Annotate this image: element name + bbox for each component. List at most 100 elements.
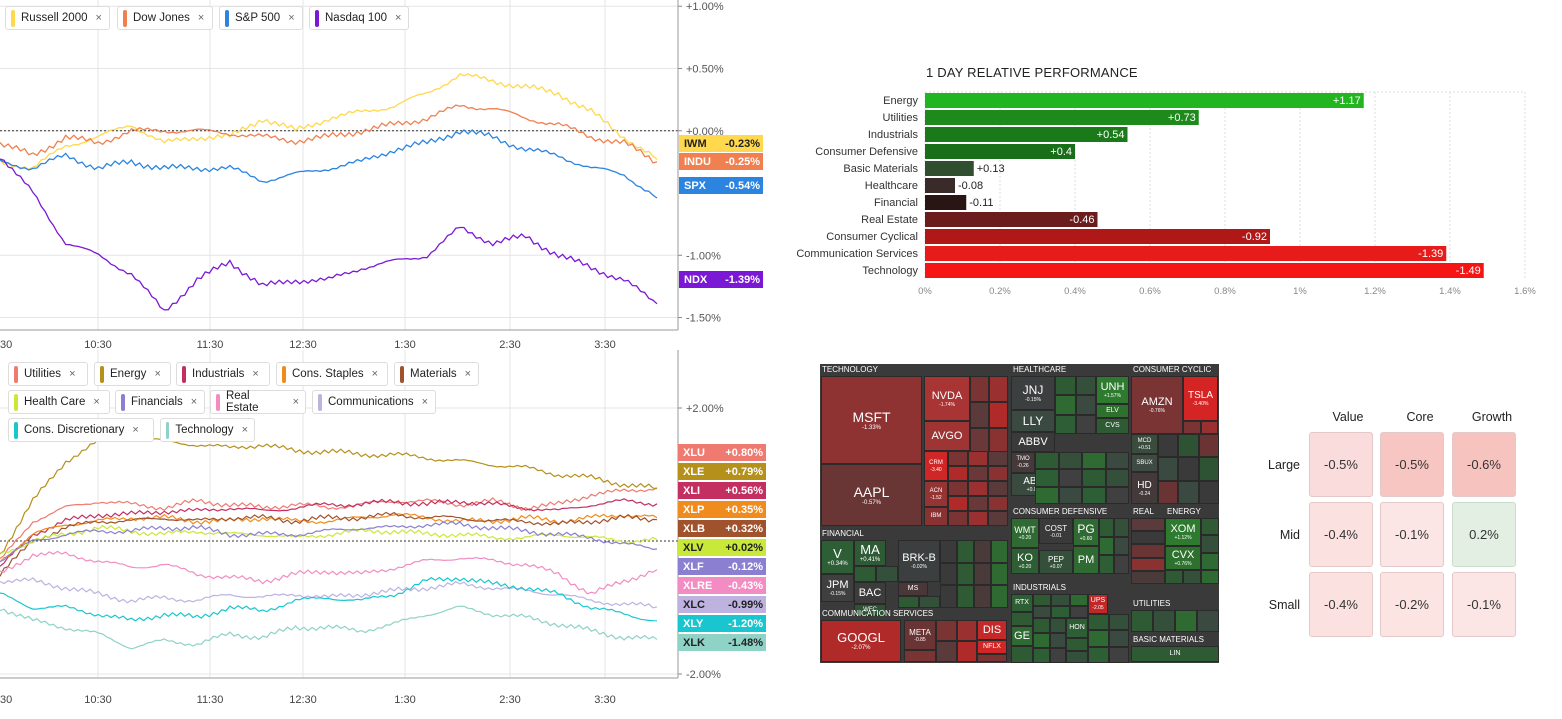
treemap-tile[interactable] — [1033, 618, 1050, 633]
treemap-tile[interactable] — [1131, 518, 1165, 532]
treemap-tile-brk-b[interactable]: BRK-B -0.02% — [898, 540, 940, 582]
treemap-tile-amzn[interactable]: AMZN -0.76% — [1131, 376, 1183, 434]
treemap-tile[interactable] — [977, 654, 1007, 662]
treemap-tile-ko[interactable]: KO +0.20 — [1011, 548, 1039, 574]
treemap-tile[interactable] — [1178, 480, 1199, 504]
treemap-tile[interactable] — [1114, 555, 1129, 574]
treemap-tile-v[interactable]: V +0.34% — [821, 540, 854, 574]
close-icon[interactable]: × — [95, 12, 102, 24]
legend-chip-cons-discretionary[interactable]: Cons. Discretionary × — [8, 418, 154, 442]
treemap-tile[interactable] — [940, 585, 957, 608]
treemap-tile[interactable] — [1158, 480, 1179, 504]
legend-chip-health-care[interactable]: Health Care × — [8, 390, 110, 414]
treemap-tile[interactable] — [1082, 486, 1106, 504]
treemap-tile[interactable] — [1105, 452, 1129, 470]
treemap-tile[interactable] — [1049, 648, 1066, 663]
close-icon[interactable]: × — [69, 368, 76, 380]
treemap-tile-nvda[interactable]: NVDA -1.74% — [924, 376, 970, 421]
treemap-tile[interactable] — [1099, 536, 1114, 556]
treemap-tile[interactable] — [876, 566, 898, 582]
treemap-tile-bac[interactable]: BAC — [854, 582, 886, 604]
close-icon[interactable]: × — [371, 368, 379, 380]
style-box-cell[interactable]: -0.2% — [1380, 572, 1444, 637]
treemap-tile[interactable] — [1131, 557, 1165, 571]
legend-chip-communications[interactable]: Communications × — [312, 390, 436, 414]
treemap-tile[interactable] — [1051, 594, 1070, 606]
treemap-tile[interactable] — [1099, 555, 1114, 574]
treemap-tile[interactable] — [1158, 457, 1179, 481]
treemap-tile[interactable] — [974, 585, 991, 608]
treemap-tile[interactable] — [1178, 457, 1199, 481]
treemap-tile-lly[interactable]: LLY — [1011, 410, 1055, 432]
close-icon[interactable]: × — [421, 396, 429, 408]
treemap-tile[interactable] — [940, 540, 957, 563]
close-icon[interactable]: × — [288, 12, 295, 24]
legend-chip-dow-jones[interactable]: Dow Jones × — [117, 6, 213, 30]
treemap-tile[interactable] — [898, 596, 919, 608]
treemap-tile-hon[interactable]: HON — [1066, 618, 1088, 638]
legend-chip-s-p-500[interactable]: S&P 500 × — [219, 6, 303, 30]
legend-chip-energy[interactable]: Energy × — [94, 362, 171, 386]
close-icon[interactable]: × — [93, 396, 100, 408]
style-box-cell[interactable]: -0.5% — [1380, 432, 1444, 497]
treemap-tile[interactable] — [1131, 610, 1153, 632]
treemap-tile[interactable] — [989, 402, 1008, 428]
treemap-tile-cvx[interactable]: CVX +0.76% — [1165, 546, 1201, 570]
treemap-tile[interactable] — [948, 496, 968, 511]
treemap-tile-elv[interactable]: ELV — [1096, 404, 1129, 418]
treemap-tile[interactable] — [1033, 606, 1052, 618]
treemap-tile-jpm[interactable]: JPM -0.15% — [821, 574, 854, 602]
treemap-tile[interactable] — [1075, 414, 1096, 434]
legend-chip-real-estate[interactable]: Real Estate × — [210, 390, 306, 414]
treemap-tile[interactable] — [936, 620, 957, 641]
treemap-tile[interactable] — [948, 466, 968, 481]
treemap-tile[interactable] — [1075, 395, 1096, 415]
treemap-tile[interactable] — [1198, 434, 1219, 458]
treemap-tile[interactable] — [1105, 469, 1129, 487]
treemap-tile-wfc[interactable]: WFC — [854, 604, 886, 616]
treemap-tile[interactable] — [1033, 594, 1052, 606]
treemap-tile[interactable] — [1108, 614, 1129, 631]
treemap-tile-jnj[interactable]: JNJ -0.15% — [1011, 376, 1055, 410]
treemap-tile-meta[interactable]: META -0.85 — [904, 620, 936, 650]
treemap-tile[interactable] — [1035, 469, 1059, 487]
treemap-tile[interactable] — [919, 596, 940, 608]
treemap-tile[interactable] — [1183, 421, 1201, 434]
treemap-tile-sbux[interactable]: SBUX — [1131, 454, 1158, 472]
treemap-tile[interactable] — [1033, 648, 1050, 663]
treemap-tile[interactable] — [988, 481, 1008, 496]
treemap-tile[interactable] — [1131, 531, 1165, 545]
treemap-tile[interactable] — [1201, 552, 1219, 570]
treemap-tile[interactable] — [968, 466, 988, 481]
style-box-cell[interactable]: -0.4% — [1309, 502, 1373, 567]
treemap-tile-pm[interactable]: PM — [1073, 546, 1099, 574]
close-icon[interactable]: × — [252, 368, 259, 380]
treemap-tile[interactable] — [1158, 434, 1179, 458]
treemap-tile-xom[interactable]: XOM +1.12% — [1165, 518, 1201, 546]
treemap-tile-abbv[interactable]: ABBV — [1011, 432, 1055, 452]
treemap-tile[interactable] — [1198, 480, 1219, 504]
treemap-tile-cost[interactable]: COST -0.01 — [1039, 518, 1073, 544]
treemap-tile[interactable] — [991, 585, 1008, 608]
treemap-tile-msft[interactable]: MSFT -1.33% — [821, 376, 922, 464]
treemap-tile[interactable] — [940, 562, 957, 586]
treemap-tile[interactable] — [1108, 630, 1129, 647]
treemap-tile-mcd[interactable]: MCD +0.51 — [1131, 434, 1158, 454]
treemap-tile-crm[interactable]: CRM -3.40 — [924, 451, 948, 481]
treemap-tile[interactable] — [1049, 618, 1066, 633]
legend-chip-industrials[interactable]: Industrials × — [176, 362, 270, 386]
legend-chip-financials[interactable]: Financials × — [115, 390, 205, 414]
treemap-tile[interactable] — [1178, 434, 1199, 458]
legend-chip-technology[interactable]: Technology × — [160, 418, 255, 442]
treemap-tile[interactable] — [1049, 633, 1066, 648]
close-icon[interactable]: × — [154, 368, 161, 380]
legend-chip-utilities[interactable]: Utilities × — [8, 362, 88, 386]
treemap-tile[interactable] — [1082, 452, 1106, 470]
treemap-tile[interactable] — [988, 511, 1008, 526]
treemap-tile[interactable] — [1066, 638, 1088, 651]
close-icon[interactable]: × — [395, 12, 402, 24]
treemap-tile[interactable] — [1069, 594, 1088, 606]
treemap-tile-lin[interactable]: LIN — [1131, 646, 1219, 662]
treemap-tile[interactable] — [968, 481, 988, 496]
treemap-tile[interactable] — [1058, 486, 1082, 504]
